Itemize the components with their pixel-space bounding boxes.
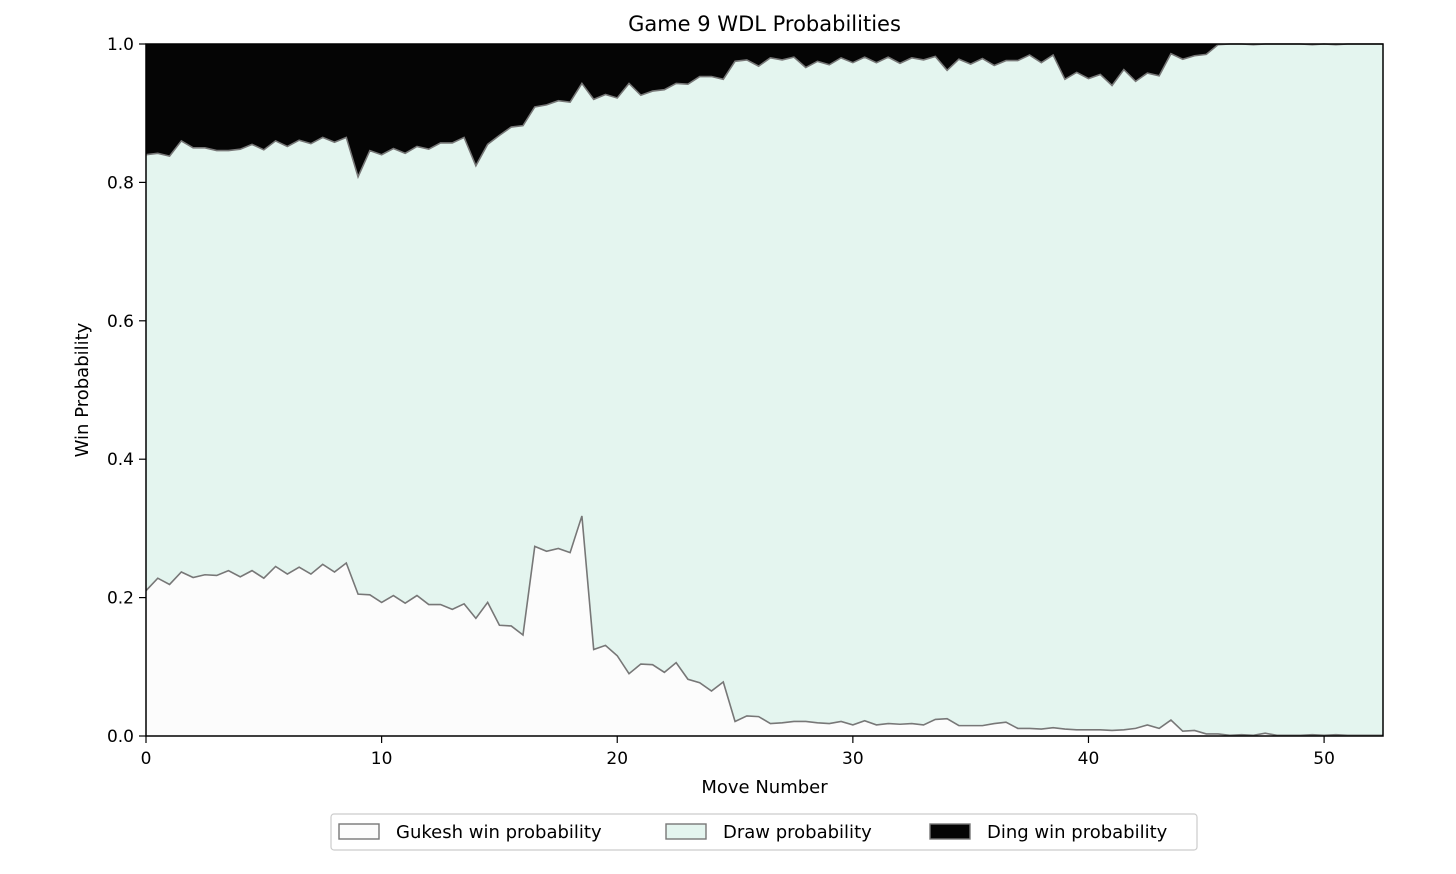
y-tick-label: 0.6 bbox=[107, 312, 134, 332]
legend-label-gukesh: Gukesh win probability bbox=[396, 822, 602, 843]
draw-area bbox=[146, 44, 1383, 736]
y-tick-label: 0.4 bbox=[107, 450, 134, 470]
x-axis-label: Move Number bbox=[701, 777, 828, 798]
plot-area bbox=[145, 43, 1383, 737]
y-tick-label: 0.0 bbox=[107, 727, 134, 747]
legend-label-draw: Draw probability bbox=[723, 822, 872, 843]
plot-frame bbox=[145, 43, 1384, 737]
x-tick-label: 50 bbox=[1313, 749, 1335, 769]
gukesh-top-line bbox=[145, 515, 1383, 737]
x-tick-label: 10 bbox=[371, 749, 393, 769]
legend-swatch-draw bbox=[665, 823, 707, 840]
legend-swatch-ding bbox=[929, 823, 971, 840]
y-tick-label: 1.0 bbox=[107, 35, 134, 55]
y-tick-label: 0.8 bbox=[107, 173, 134, 193]
gukesh-win-area bbox=[146, 515, 1383, 736]
legend-swatch-gukesh bbox=[338, 823, 380, 840]
x-tick-label: 30 bbox=[842, 749, 864, 769]
chart-title: Game 9 WDL Probabilities bbox=[628, 12, 901, 36]
y-tick-label: 0.2 bbox=[107, 589, 134, 609]
x-axis: 0 10 20 30 40 50 bbox=[141, 736, 1335, 769]
x-tick-label: 0 bbox=[141, 749, 152, 769]
legend-label-ding: Ding win probability bbox=[987, 822, 1168, 843]
x-tick-label: 40 bbox=[1078, 749, 1100, 769]
y-axis: 0.0 0.2 0.4 0.6 0.8 1.0 bbox=[107, 35, 146, 747]
draw-top-line bbox=[145, 43, 1383, 180]
y-axis-label: Win Probability bbox=[72, 322, 93, 457]
x-tick-label: 20 bbox=[606, 749, 628, 769]
legend-box bbox=[330, 813, 1198, 851]
legend: Gukesh win probability Draw probability … bbox=[330, 813, 1198, 851]
